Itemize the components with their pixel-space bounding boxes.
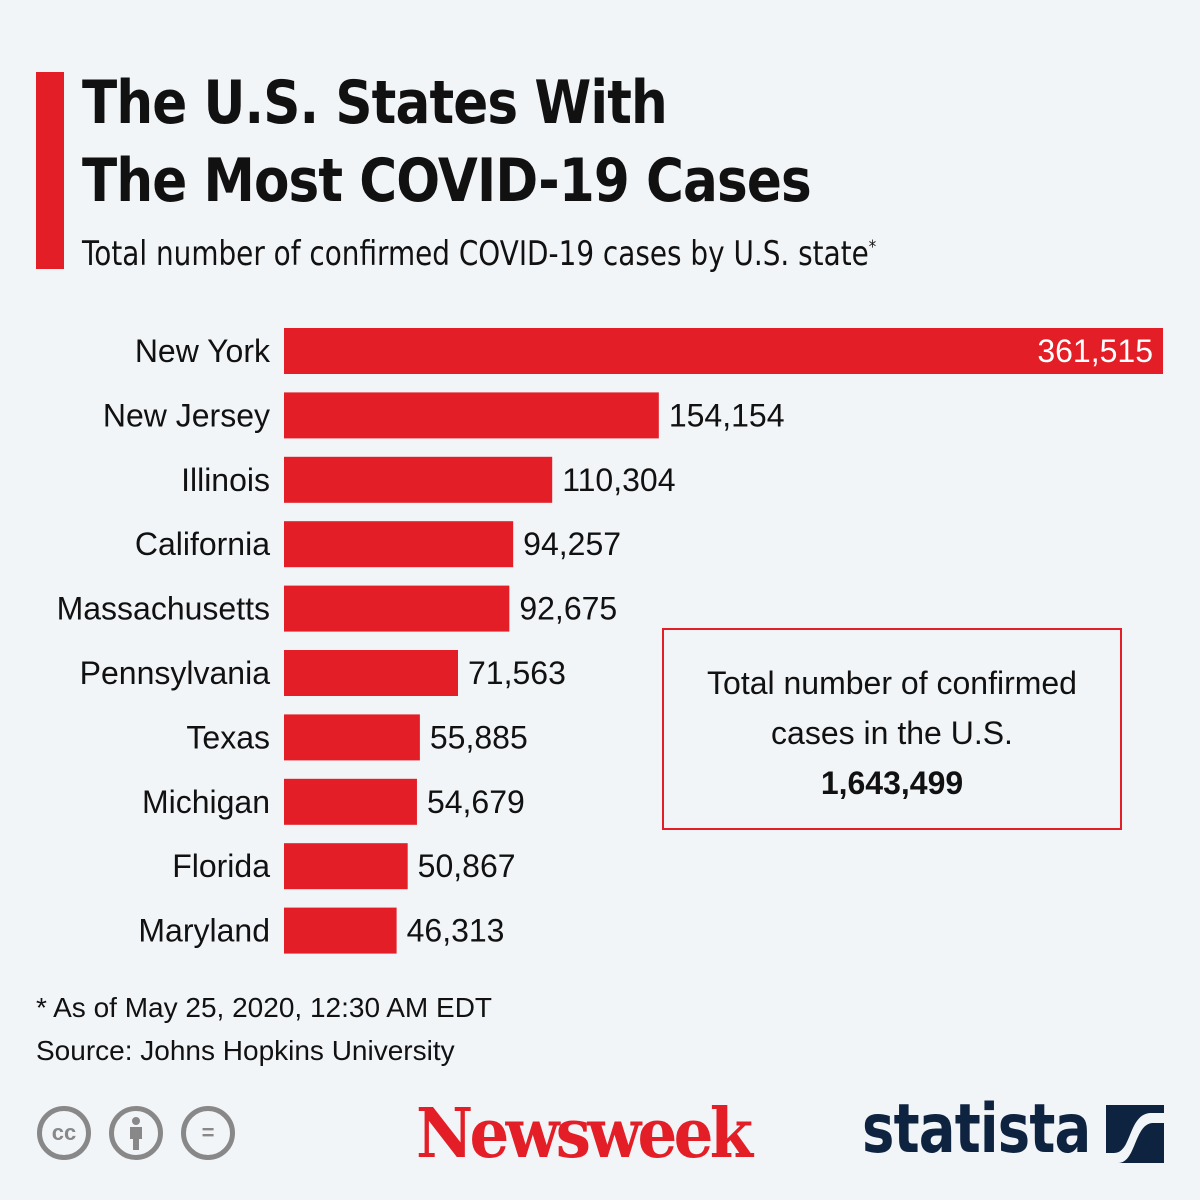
category-label: Michigan	[142, 784, 270, 820]
newsweek-logo: Newsweek	[416, 1094, 753, 1174]
category-label: New Jersey	[103, 397, 270, 433]
category-label: New York	[135, 333, 271, 369]
statista-logo-mark	[1106, 1105, 1164, 1163]
value-label: 50,867	[418, 848, 516, 884]
value-label: 154,154	[669, 397, 785, 433]
nd-icon: =	[181, 1106, 235, 1160]
value-label: 46,313	[407, 913, 505, 949]
bar	[284, 778, 417, 825]
subtitle-text: Total number of confirmed COVID-19 cases…	[82, 234, 869, 274]
category-label: Texas	[186, 719, 270, 755]
bar	[284, 585, 510, 632]
page-title: The U.S. States With The Most COVID-19 C…	[82, 64, 812, 220]
bar	[284, 456, 553, 503]
footnote-mark: *	[868, 236, 877, 258]
category-label: California	[135, 526, 270, 562]
bar	[284, 907, 397, 954]
category-label: Maryland	[138, 913, 270, 949]
value-label: 55,885	[430, 719, 528, 755]
total-cases-callout: Total number of confirmed cases in the U…	[662, 628, 1122, 830]
value-label: 94,257	[523, 526, 621, 562]
cc-icon: cc	[37, 1106, 91, 1160]
bar	[284, 328, 1163, 374]
bar-chart: New York 361,515 New Jersey 154,154 Illinois…	[57, 328, 1163, 954]
value-label: 110,304	[562, 462, 675, 498]
category-label: Illinois	[181, 462, 270, 498]
value-label: 92,675	[519, 591, 617, 627]
bar	[284, 650, 459, 696]
bar	[284, 392, 659, 439]
callout-value: 1,643,499	[820, 765, 964, 801]
value-label: 361,515	[1037, 333, 1153, 369]
callout-text-2: cases in the U.S.	[771, 715, 1013, 751]
source: Source: Johns Hopkins University	[36, 1035, 455, 1066]
title-accent-bar	[36, 72, 64, 269]
category-label: Pennsylvania	[80, 655, 271, 691]
footnote: * As of May 25, 2020, 12:30 AM EDT	[36, 992, 493, 1023]
value-label: 71,563	[468, 655, 566, 691]
title-line-2: The Most COVID-19 Cases	[82, 146, 812, 216]
category-label: Florida	[172, 848, 270, 884]
by-icon	[109, 1106, 163, 1160]
subtitle: Total number of confirmed COVID-19 cases…	[82, 234, 876, 274]
category-label: Massachusetts	[57, 591, 270, 627]
bar	[284, 843, 408, 890]
bar	[284, 521, 514, 568]
bar	[284, 714, 420, 761]
value-label: 54,679	[427, 784, 525, 820]
callout-text-1: Total number of confirmed	[707, 665, 1077, 701]
statista-logo: statista	[862, 1090, 1091, 1169]
title-line-1: The U.S. States With	[82, 68, 668, 138]
